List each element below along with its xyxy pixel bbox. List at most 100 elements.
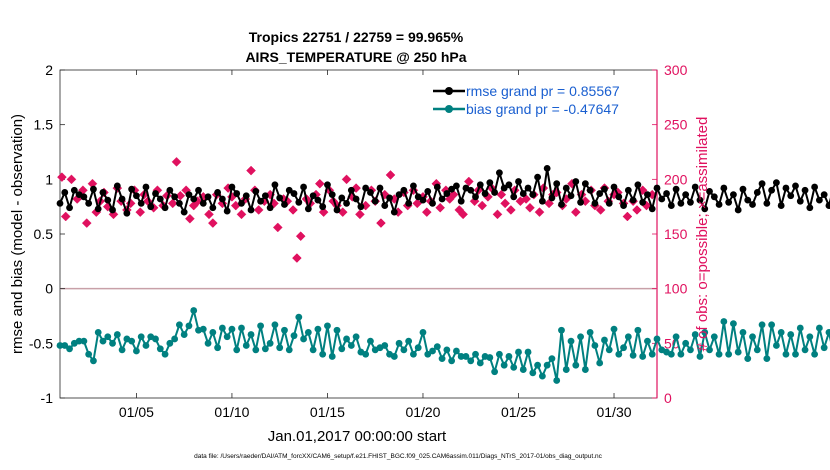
bias-point: [309, 346, 317, 354]
rmse-point: [457, 197, 465, 205]
rmse-point: [715, 201, 723, 208]
rmse-point: [453, 182, 460, 190]
y-left-tick-label: 1: [45, 171, 53, 187]
bias-point: [228, 325, 236, 333]
bias-point: [820, 344, 828, 352]
bias-point: [209, 329, 217, 336]
bias-point: [773, 342, 780, 349]
rmse-point: [381, 202, 389, 209]
legend-rmse-label: rmse grand pr = 0.85567: [466, 83, 620, 99]
rmse-point: [505, 181, 513, 189]
bias-point: [629, 351, 637, 359]
rmse-point: [596, 190, 604, 197]
bias-point: [577, 333, 584, 341]
obs-assimilated-point: [204, 209, 214, 220]
rmse-point: [467, 186, 475, 194]
bias-point: [414, 344, 422, 352]
rmse-point: [99, 189, 107, 196]
obs-assimilated-point: [376, 218, 386, 228]
bias-point: [252, 346, 260, 354]
bias-point: [290, 332, 298, 340]
obs-assimilated-point: [295, 231, 306, 242]
bias-point: [744, 355, 752, 363]
obs-assimilated-point: [171, 156, 182, 167]
rmse-point: [796, 197, 804, 205]
rmse-point: [586, 186, 594, 194]
x-tick-label: 01/10: [214, 404, 249, 420]
bias-point: [276, 344, 284, 352]
obs-assimilated-point: [253, 205, 264, 215]
y-right-tick-label: 250: [664, 117, 688, 133]
bias-point: [214, 344, 222, 352]
rmse-point: [70, 186, 78, 194]
rmse-point: [567, 192, 575, 200]
obs-assimilated-point: [135, 207, 146, 217]
obs-assimilated-point: [500, 198, 510, 209]
bias-point: [218, 324, 226, 332]
rmse-point: [257, 197, 264, 205]
bias-point: [763, 355, 771, 363]
rmse-point: [209, 204, 217, 212]
bias-point: [271, 321, 279, 329]
bias-point: [419, 329, 427, 336]
rmse-point: [538, 197, 546, 205]
rmse-point: [61, 189, 69, 196]
rmse-point: [615, 193, 623, 201]
bias-point: [801, 346, 809, 354]
bias-point: [223, 333, 231, 341]
bias-point: [161, 350, 169, 358]
rmse-point: [333, 206, 341, 214]
rmse-point: [223, 207, 231, 215]
bias-point: [500, 361, 508, 369]
rmse-point: [252, 187, 260, 195]
rmse-point: [218, 195, 226, 203]
bias-point: [266, 339, 274, 347]
bias-point: [486, 354, 494, 361]
bias-point: [796, 324, 804, 332]
rmse-point: [519, 190, 527, 197]
obs-assimilated-point: [622, 211, 633, 222]
obs-assimilated-point: [60, 211, 71, 222]
x-tick-label: 01/05: [119, 404, 154, 420]
bias-point: [118, 346, 126, 354]
rmse-point: [687, 198, 694, 206]
obs-assimilated-point: [458, 209, 468, 220]
rmse-point: [199, 199, 207, 207]
bias-point: [433, 343, 441, 351]
bias-point: [605, 346, 613, 354]
y-right-tick-label: 200: [664, 171, 688, 187]
bias-point: [338, 345, 346, 353]
rmse-point: [94, 205, 102, 213]
rmse-point: [180, 208, 188, 216]
y-left-tick-label: -1: [41, 390, 54, 406]
rmse-point: [152, 190, 159, 197]
data-file-footnote: data file: /Users/raeder/DAI/ATM_forcXX/…: [194, 453, 603, 460]
obs-assimilated-point: [288, 205, 298, 215]
obs-assimilated-point: [595, 205, 606, 215]
bias-point: [462, 353, 470, 360]
rmse-point: [261, 192, 269, 200]
bias-point: [395, 339, 403, 347]
bias-point: [204, 339, 212, 347]
rmse-point: [371, 197, 379, 205]
rmse-point: [171, 193, 179, 201]
rmse-point: [825, 202, 830, 209]
bias-point: [381, 342, 389, 349]
y-left-tick-label: -0.5: [29, 335, 53, 351]
bias-point: [94, 329, 102, 336]
bias-point: [314, 325, 322, 333]
rmse-point: [185, 191, 193, 199]
obs-assimilated-point: [525, 202, 535, 213]
bias-point: [558, 326, 565, 334]
x-axis-ticks: 01/05 01/10 01/15 01/20 01/25 01/30: [119, 70, 632, 420]
rmse-point: [758, 180, 766, 188]
bias-point: [515, 348, 522, 356]
rmse-point: [620, 202, 627, 209]
bias-point: [538, 372, 546, 380]
rmse-point: [367, 189, 374, 196]
obs-assimilated-point: [534, 207, 545, 217]
x-tick-label: 01/25: [501, 404, 536, 420]
bias-point: [725, 350, 733, 358]
rmse-point: [548, 194, 556, 202]
obs-assimilated-point: [66, 174, 77, 185]
